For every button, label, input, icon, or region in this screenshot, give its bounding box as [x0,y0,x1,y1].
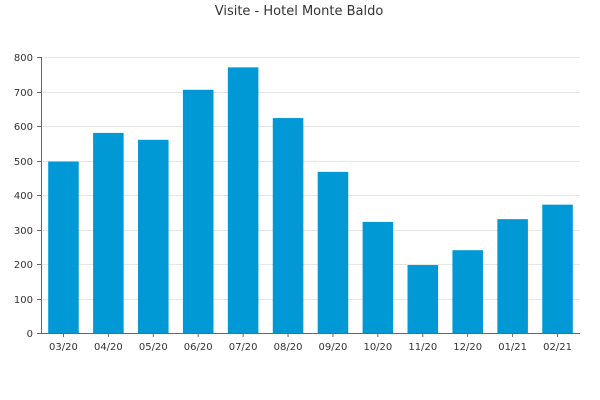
axes [41,57,580,334]
bar [272,118,304,333]
y-tick-label: 100 [14,295,33,306]
x-tick-label: 05/20 [139,342,168,353]
bar [48,161,79,333]
y-tick-label: 700 [14,88,33,99]
bar [542,204,573,333]
bar [497,219,528,333]
bars [48,67,573,334]
x-tick-label: 04/20 [94,342,123,353]
x-tick-label: 09/20 [319,342,348,353]
y-tick-label: 300 [14,226,33,237]
x-tick-label: 10/20 [363,342,392,353]
x-tick-label: 02/21 [543,342,572,353]
bar [362,221,394,333]
y-axis-ticks: 0 100 200 300 400 500 600 700 800 [14,53,41,340]
x-tick-label: 08/20 [274,342,303,353]
bar [317,171,349,333]
x-tick-label: 11/20 [408,342,437,353]
bar [182,89,214,334]
bar [227,67,259,333]
y-tick-label: 800 [14,53,33,64]
y-tick-label: 200 [14,260,33,271]
x-tick-label: 01/21 [498,342,527,353]
y-tick-label: 0 [27,329,33,340]
y-tick-label: 400 [14,191,33,202]
gridlines [41,57,580,300]
x-tick-label: 06/20 [184,342,213,353]
bar [93,132,124,333]
bar [138,139,169,333]
x-tick-label: 07/20 [229,342,258,353]
bar [452,250,483,333]
bar [407,265,439,333]
chart-title: Visite - Hotel Monte Baldo [215,4,384,19]
x-tick-label: 12/20 [453,342,482,353]
x-tick-label: 03/20 [49,342,78,353]
x-axis-ticks: 03/20 04/20 05/20 06/20 07/20 08/20 09/20 10/20… [49,333,572,353]
y-tick-label: 500 [14,157,33,168]
y-tick-label: 600 [14,122,33,133]
